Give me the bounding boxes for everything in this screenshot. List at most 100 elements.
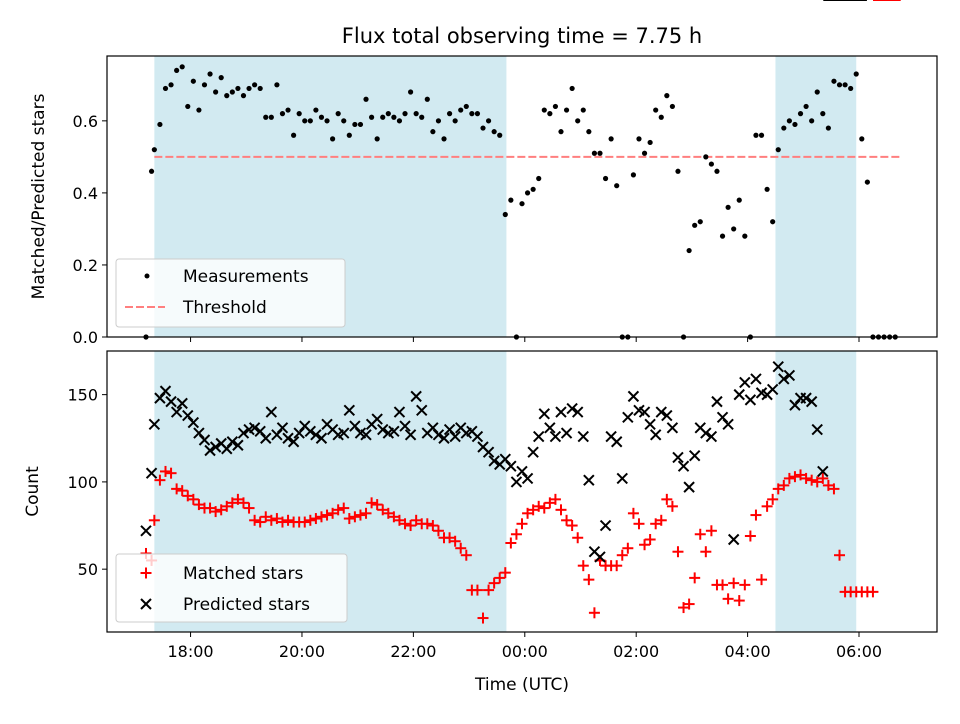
predicted-point [705, 430, 718, 443]
measurement-point [552, 103, 559, 110]
predicted-point-b [538, 408, 550, 420]
matched-point [516, 518, 528, 530]
predicted-point-b [310, 429, 322, 441]
predicted-point-b [622, 411, 634, 424]
predicted-point [521, 472, 534, 485]
matched-point [237, 497, 249, 509]
matched-point [159, 465, 171, 477]
matched-point [494, 572, 506, 584]
measurement-point [307, 118, 313, 124]
matched-point [226, 497, 238, 509]
measurement-point [809, 118, 815, 124]
measurement-point [485, 118, 492, 124]
predicted-point [622, 411, 634, 424]
predicted-point-b [766, 383, 779, 396]
predicted-point-b [176, 397, 188, 410]
matched-point [616, 549, 628, 561]
predicted-point [488, 455, 500, 467]
matched-point [388, 511, 400, 523]
predicted-point [544, 422, 556, 434]
matched-point [187, 493, 199, 505]
bottom-y-tick-label: 100 [67, 473, 98, 492]
measurement-point [291, 132, 297, 138]
predicted-point-b [705, 430, 718, 443]
top-y-tick-label: 0.0 [73, 328, 98, 347]
matched-point [783, 472, 795, 484]
predicted-point [148, 418, 161, 431]
measurement-point [162, 85, 169, 92]
predicted-point [527, 446, 539, 458]
matched-point [332, 504, 344, 516]
matched-point [410, 514, 422, 526]
predicted-point-b [471, 430, 484, 443]
measurement-point [653, 107, 659, 113]
x-tick-label: 02:00 [613, 642, 659, 661]
predicted-point-b [276, 422, 289, 434]
predicted-point [399, 420, 411, 432]
measurement-point [842, 82, 848, 88]
predicted-point [722, 418, 734, 431]
top-y-axis-label: Matched/Predicted stars [29, 93, 49, 299]
predicted-point-b [427, 422, 439, 434]
measurement-point [764, 186, 770, 192]
measurement-point [563, 107, 570, 113]
matched-point [260, 511, 272, 523]
predicted-point-b [198, 434, 211, 446]
x-tick-label: 18:00 [168, 642, 214, 661]
matched-point [527, 504, 539, 516]
predicted-point [733, 388, 745, 401]
predicted-point-b [727, 533, 740, 546]
predicted-point [783, 369, 796, 382]
predicted-point-b [393, 406, 406, 418]
measurement-point [413, 111, 419, 117]
measurement-point [435, 118, 442, 124]
predicted-point [533, 430, 545, 443]
predicted-point-b [633, 404, 645, 417]
measurement-point [803, 103, 809, 110]
matched-point [271, 513, 283, 525]
top-y-tick-label: 0.2 [73, 256, 98, 275]
measurement-point [508, 197, 514, 203]
matched-point [633, 518, 645, 530]
matched-point [254, 516, 266, 528]
matched-point [761, 500, 773, 512]
measurement-point [692, 222, 698, 228]
measurement-point [201, 82, 208, 88]
measurement-point [820, 111, 826, 117]
matched-point [483, 584, 495, 596]
predicted-point [265, 406, 278, 418]
matched-point [310, 513, 322, 525]
matched-point [772, 483, 784, 495]
predicted-point-b [599, 519, 612, 532]
top-legend: Measurements Threshold [115, 258, 346, 328]
predicted-point-b [438, 432, 450, 444]
matched-point [488, 577, 500, 589]
bottom-axes-frame [106, 350, 938, 633]
measurement-point [324, 118, 330, 124]
matched-point [822, 479, 834, 491]
predicted-point [577, 430, 589, 443]
predicted-point-b [416, 404, 428, 417]
measurement-point [335, 111, 341, 117]
predicted-point-b [260, 432, 272, 444]
top-y-tick-label: 0.6 [73, 112, 98, 131]
predicted-point-b [711, 395, 723, 408]
predicted-point-b [783, 369, 796, 382]
predicted-point-b [560, 427, 573, 439]
predicted-point-b [800, 392, 812, 404]
legend-threshold-label: Threshold [182, 298, 267, 318]
measurement-point [357, 121, 364, 128]
measurement-point [664, 93, 670, 99]
predicted-point-b [755, 387, 768, 399]
measurement-point [641, 150, 648, 156]
predicted-point-b [466, 425, 478, 437]
predicted-point [571, 406, 584, 418]
predicted-point [237, 427, 250, 439]
predicted-point-b [817, 465, 829, 478]
matched-point [204, 502, 216, 514]
predicted-point [811, 423, 823, 436]
measurement-point [597, 150, 603, 156]
measurement-point [330, 136, 336, 142]
predicted-point-b [299, 420, 311, 432]
predicted-point [677, 460, 690, 472]
